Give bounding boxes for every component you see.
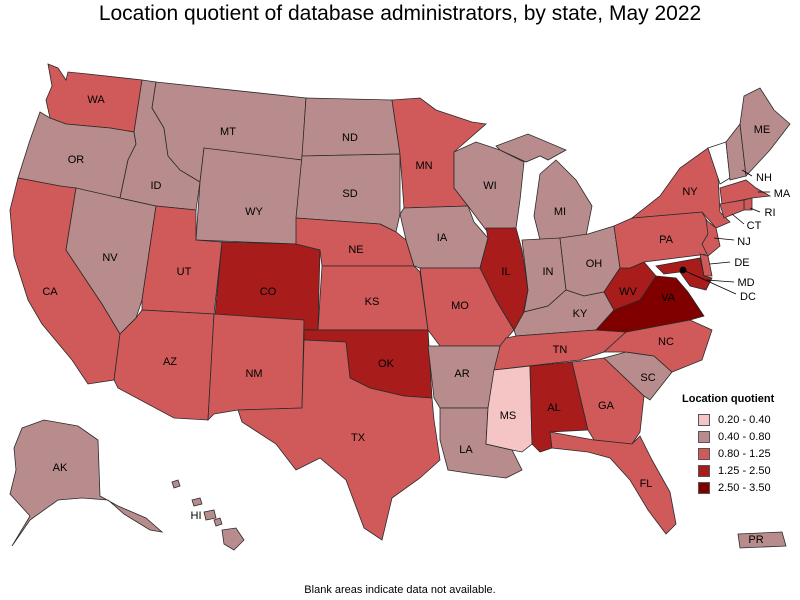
state-MI-lower[interactable]	[533, 159, 593, 241]
label-DE: DE	[734, 257, 749, 269]
legend-label: 0.40 - 0.80	[718, 430, 771, 443]
legend-swatch	[698, 413, 710, 426]
legend-label: 0.20 - 0.40	[718, 413, 771, 426]
label-IA: IA	[437, 232, 448, 244]
state-ME[interactable]	[739, 87, 791, 177]
legend-item: 1.25 - 2.50	[682, 462, 798, 479]
footnote: Blank areas indicate data not available.	[304, 584, 496, 596]
state-CO[interactable]	[213, 241, 321, 331]
state-AK[interactable]	[9, 419, 164, 547]
label-WA: WA	[87, 94, 105, 106]
label-ND: ND	[342, 132, 358, 144]
state-MI[interactable]	[495, 133, 567, 163]
state-labels: WA OR CA NV ID MT WY UT AZ CO NM ND SD N…	[42, 94, 791, 546]
label-IN: IN	[543, 266, 554, 278]
legend-swatch	[698, 464, 710, 477]
state-ND[interactable]	[301, 97, 401, 157]
label-IL: IL	[501, 266, 510, 278]
label-OR: OR	[68, 154, 85, 166]
label-SD: SD	[342, 188, 357, 200]
label-RI: RI	[765, 207, 776, 219]
label-TN: TN	[553, 344, 568, 356]
label-WV: WV	[619, 286, 637, 298]
label-HI: HI	[191, 510, 202, 522]
label-CO: CO	[260, 286, 277, 298]
label-NC: NC	[658, 336, 674, 348]
label-UT: UT	[177, 266, 192, 278]
state-CT[interactable]	[719, 199, 745, 219]
label-AK: AK	[53, 462, 68, 474]
label-NY: NY	[682, 186, 698, 198]
legend-item: 0.40 - 0.80	[682, 428, 798, 445]
label-WY: WY	[245, 206, 263, 218]
legend-swatch	[698, 447, 710, 460]
label-LA: LA	[459, 444, 473, 456]
state-WI[interactable]	[453, 141, 525, 231]
state-MD[interactable]	[655, 257, 713, 291]
legend-item: 2.50 - 3.50	[682, 479, 798, 496]
label-leader-lines	[682, 169, 770, 295]
legend-label: 0.80 - 1.25	[718, 447, 771, 460]
label-SC: SC	[640, 372, 655, 384]
state-WY[interactable]	[195, 147, 303, 245]
label-KS: KS	[365, 296, 380, 308]
map-title: Location quotient of database administra…	[98, 2, 702, 25]
legend-swatch	[698, 430, 710, 443]
label-CT: CT	[747, 220, 762, 232]
legend-item: 0.80 - 1.25	[682, 445, 798, 462]
label-NH: NH	[756, 172, 772, 184]
state-UT[interactable]	[141, 205, 223, 315]
state-FL[interactable]	[549, 431, 677, 535]
label-AR: AR	[454, 368, 469, 380]
legend-title: Location quotient	[682, 393, 775, 405]
label-MO: MO	[451, 300, 469, 312]
label-MD: MD	[737, 277, 754, 289]
label-ID: ID	[151, 180, 162, 192]
label-NJ: NJ	[737, 236, 750, 248]
legend-label: 1.25 - 2.50	[718, 464, 771, 477]
state-HI[interactable]	[171, 479, 245, 551]
label-KY: KY	[573, 308, 588, 320]
label-DC: DC	[740, 291, 756, 303]
label-AZ: AZ	[163, 356, 177, 368]
label-NE: NE	[348, 244, 363, 256]
label-NV: NV	[102, 252, 118, 264]
label-CA: CA	[42, 286, 58, 298]
label-PR: PR	[748, 534, 763, 546]
label-MT: MT	[220, 126, 236, 138]
label-MI: MI	[554, 206, 566, 218]
legend-label: 2.50 - 3.50	[718, 481, 771, 494]
label-FL: FL	[640, 478, 653, 490]
legend: Location quotient 0.20 - 0.40 0.40 - 0.8…	[682, 393, 798, 496]
label-VA: VA	[661, 292, 676, 304]
label-PA: PA	[659, 234, 674, 246]
label-OK: OK	[378, 358, 395, 370]
label-GA: GA	[598, 400, 615, 412]
label-ME: ME	[754, 124, 771, 136]
label-MS: MS	[500, 410, 517, 422]
label-TX: TX	[351, 432, 366, 444]
label-MN: MN	[415, 160, 432, 172]
state-TX[interactable]	[237, 339, 441, 541]
state-PR[interactable]	[737, 531, 787, 549]
legend-item: 0.20 - 0.40	[682, 411, 798, 428]
legend-swatch	[698, 481, 710, 494]
label-MA: MA	[774, 188, 791, 200]
label-AL: AL	[547, 402, 560, 414]
label-WI: WI	[483, 180, 496, 192]
label-OH: OH	[586, 258, 603, 270]
label-NM: NM	[245, 368, 262, 380]
state-NY[interactable]	[630, 147, 731, 229]
